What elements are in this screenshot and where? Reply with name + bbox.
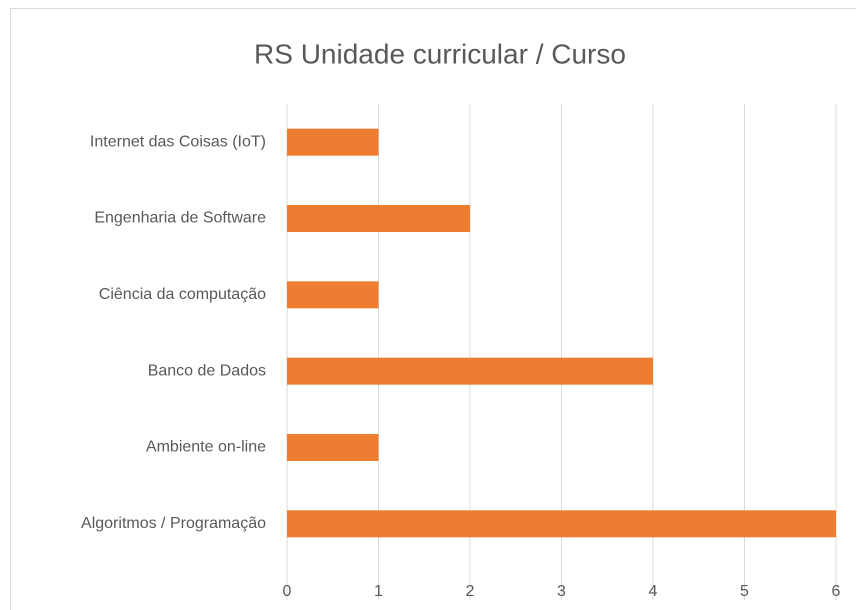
chart-title: RS Unidade curricular / Curso (254, 38, 626, 69)
x-tick-label: 0 (283, 583, 292, 600)
bar (287, 128, 379, 156)
y-tick-label: Ambiente on-line (146, 439, 266, 456)
y-tick-label: Ciência da computação (99, 286, 266, 303)
x-tick-label: 5 (740, 583, 749, 600)
x-tick-label: 2 (466, 583, 475, 600)
bar (287, 434, 379, 461)
y-tick-label: Internet das Coisas (IoT) (90, 133, 266, 150)
bar (287, 281, 379, 309)
bar (287, 205, 470, 232)
x-tick-label: 6 (832, 583, 841, 600)
x-tick-label: 3 (557, 583, 566, 600)
bar (287, 357, 653, 385)
y-tick-label: Banco de Dados (148, 362, 266, 379)
x-tick-label: 4 (649, 583, 658, 600)
bar (287, 510, 836, 538)
y-tick-label: Algoritmos / Programação (81, 515, 266, 532)
chart-frame (10, 8, 856, 610)
x-tick-label: 1 (374, 583, 383, 600)
y-tick-label: Engenharia de Software (94, 210, 266, 227)
